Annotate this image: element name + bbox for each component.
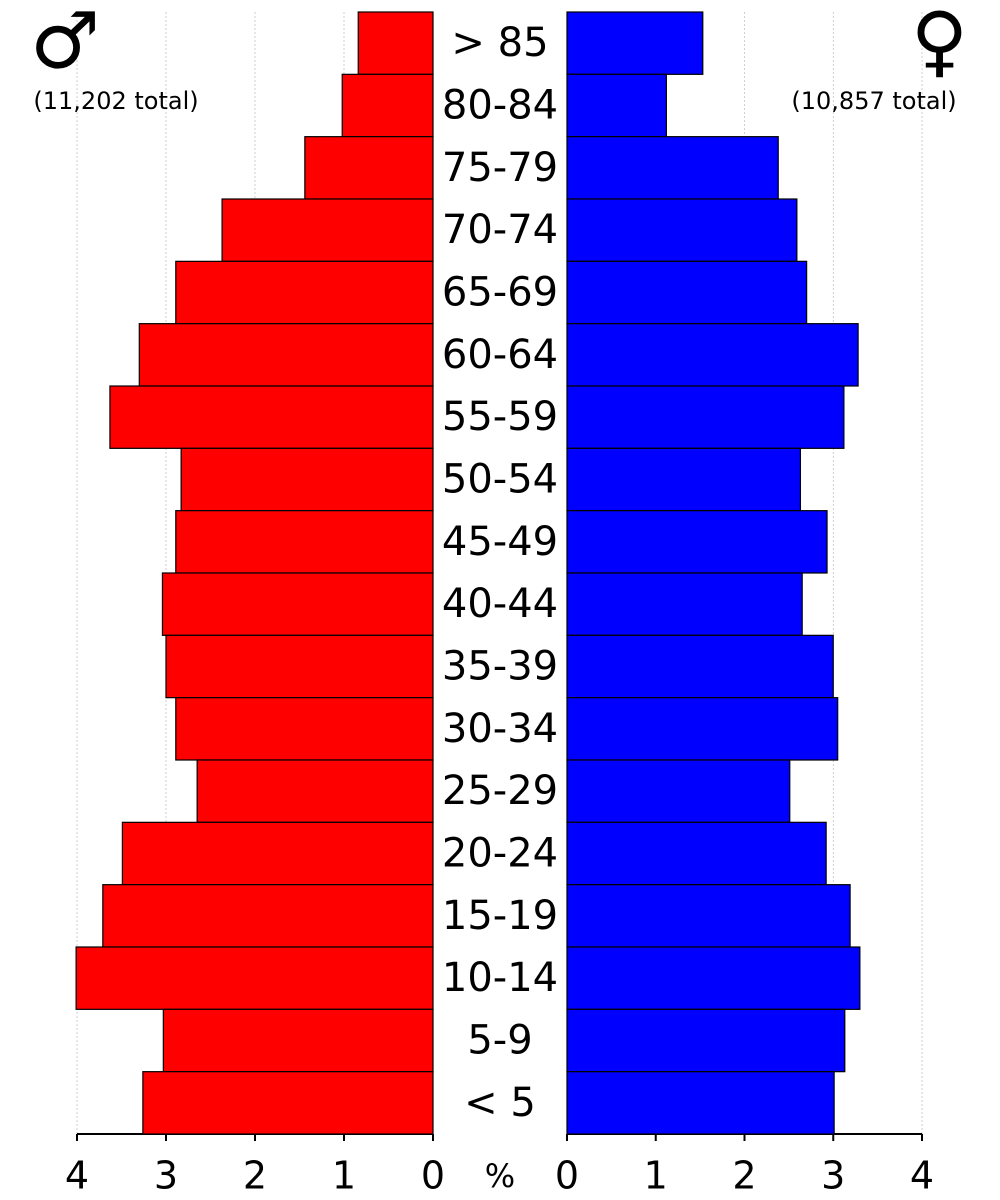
bar bbox=[221, 198, 434, 262]
bar bbox=[566, 198, 798, 262]
bar bbox=[180, 447, 434, 512]
bar bbox=[566, 572, 803, 636]
category-label: 65-69 bbox=[442, 270, 558, 316]
bar bbox=[566, 11, 704, 75]
bar bbox=[121, 821, 434, 886]
bar bbox=[566, 821, 827, 886]
bar bbox=[196, 759, 434, 823]
bar bbox=[165, 634, 434, 699]
category-label: < 5 bbox=[464, 1080, 536, 1126]
category-label: 15-19 bbox=[442, 893, 558, 939]
series-total: (11,202 total) bbox=[33, 87, 198, 115]
x-tick-label: 3 bbox=[821, 1154, 845, 1198]
x-tick-label: 3 bbox=[154, 1154, 178, 1198]
bar bbox=[75, 946, 434, 1010]
category-label: 40-44 bbox=[442, 581, 558, 627]
bar bbox=[357, 11, 434, 75]
category-label: 20-24 bbox=[442, 831, 558, 877]
bar bbox=[175, 697, 434, 761]
category-label: > 85 bbox=[451, 20, 548, 66]
bar bbox=[566, 634, 834, 699]
bar bbox=[566, 260, 808, 325]
bar bbox=[142, 1071, 434, 1135]
bar bbox=[304, 136, 434, 200]
category-label: 35-39 bbox=[442, 644, 558, 690]
category-label: 5-9 bbox=[467, 1018, 532, 1064]
category-label: 25-29 bbox=[442, 768, 558, 814]
bar bbox=[566, 323, 859, 387]
category-label: 45-49 bbox=[442, 519, 558, 565]
bar bbox=[175, 510, 434, 574]
bar bbox=[566, 884, 851, 948]
legend-symbol: ♀ bbox=[911, 0, 968, 86]
bar bbox=[109, 385, 434, 449]
bar bbox=[161, 572, 434, 636]
x-tick-label: 1 bbox=[332, 1154, 356, 1198]
category-label: 80-84 bbox=[442, 83, 558, 129]
category-label: 70-74 bbox=[442, 207, 558, 253]
bar bbox=[566, 385, 845, 449]
axis-label: % bbox=[485, 1157, 515, 1195]
bar bbox=[566, 759, 791, 823]
bar bbox=[566, 697, 839, 761]
bar bbox=[566, 136, 779, 200]
bar bbox=[566, 447, 802, 512]
x-tick-label: 1 bbox=[644, 1154, 668, 1198]
bar bbox=[175, 260, 434, 325]
category-label: 55-59 bbox=[442, 394, 558, 440]
bar bbox=[566, 1008, 846, 1073]
bar bbox=[566, 73, 668, 138]
bar bbox=[566, 1071, 835, 1135]
category-label: 60-64 bbox=[442, 332, 558, 378]
legend-symbol: ♂ bbox=[30, 0, 100, 86]
bar bbox=[566, 510, 828, 574]
x-tick-label: 4 bbox=[910, 1154, 934, 1198]
x-tick-label: 2 bbox=[243, 1154, 267, 1198]
bar bbox=[102, 884, 434, 948]
x-tick-label: 0 bbox=[555, 1154, 579, 1198]
x-tick-label: 4 bbox=[65, 1154, 89, 1198]
bar bbox=[162, 1008, 434, 1073]
category-label: 10-14 bbox=[442, 955, 558, 1001]
bar bbox=[566, 946, 861, 1010]
bar bbox=[138, 323, 434, 387]
bar bbox=[341, 73, 434, 138]
series-total: (10,857 total) bbox=[791, 87, 956, 115]
category-label: 75-79 bbox=[442, 145, 558, 191]
category-label: 50-54 bbox=[442, 457, 558, 503]
x-tick-label: 0 bbox=[421, 1154, 445, 1198]
x-tick-label: 2 bbox=[732, 1154, 756, 1198]
category-label: 30-34 bbox=[442, 706, 558, 752]
